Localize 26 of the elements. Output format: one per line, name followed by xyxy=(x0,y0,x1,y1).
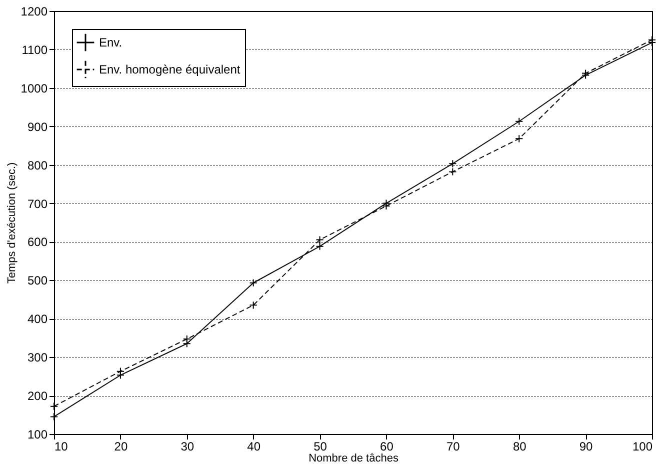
y-tick-label: 500 xyxy=(27,274,48,288)
legend-label: Env. homogène équivalent xyxy=(99,62,241,76)
x-tick-label: 30 xyxy=(180,440,194,454)
legend-label: Env. xyxy=(99,36,122,50)
y-tick-label: 300 xyxy=(27,350,48,365)
y-tick-label: 800 xyxy=(27,158,48,172)
y-tick-label: 100 xyxy=(27,428,48,442)
y-tick-label: 700 xyxy=(27,196,48,211)
x-tick-label: 10 xyxy=(54,440,68,454)
x-tick-label: 40 xyxy=(247,440,261,454)
x-tick-label: 80 xyxy=(512,440,527,454)
y-tick-label: 900 xyxy=(27,120,48,134)
x-tick-label: 60 xyxy=(380,440,394,454)
y-tick-label: 1000 xyxy=(20,81,48,96)
x-tick-label: 90 xyxy=(579,440,594,454)
x-tick-label: 70 xyxy=(446,440,460,454)
y-tick-label: 400 xyxy=(27,312,48,326)
x-axis-title: Nombre de tâches xyxy=(308,452,399,464)
y-axis-title: Temps d'exécution (sec.) xyxy=(6,162,18,284)
x-tick-label: 50 xyxy=(314,440,328,454)
x-tick-label: 100 xyxy=(632,440,653,454)
y-tick-label: 600 xyxy=(27,235,48,250)
y-tick-label: 200 xyxy=(27,389,48,404)
x-tick-label: 20 xyxy=(114,440,128,454)
y-tick-label: 1100 xyxy=(22,42,48,57)
y-tick-label: 1200 xyxy=(20,4,48,18)
